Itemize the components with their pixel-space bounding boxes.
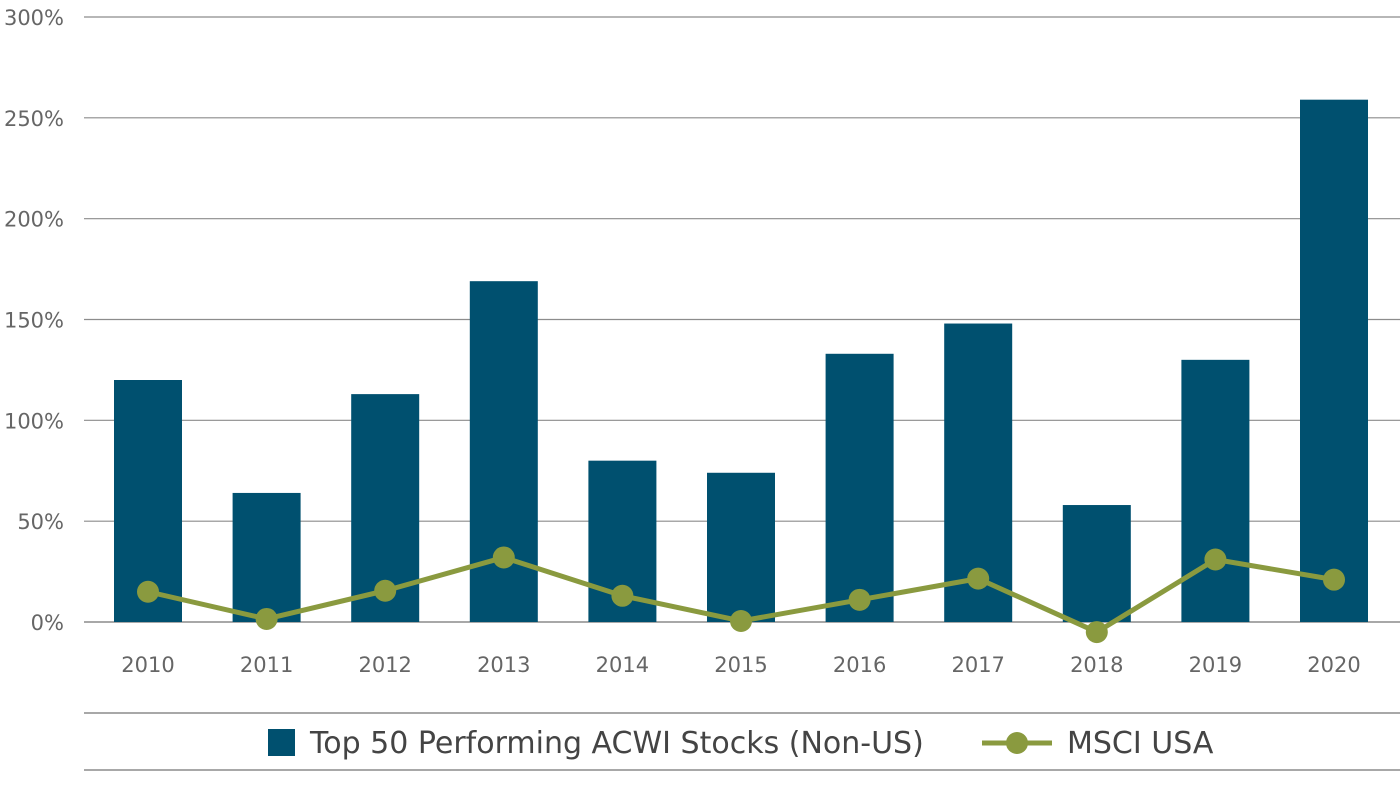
point-2017 [967,567,990,590]
x-tick-label: 2017 [951,653,1004,677]
x-tick-label: 2011 [240,653,293,677]
legend-label-bar-series: Top 50 Performing ACWI Stocks (Non-US) [309,726,924,761]
point-2011 [255,607,278,630]
bar-2018 [1062,505,1131,622]
x-tick-label: 2013 [477,653,530,677]
x-tick-label: 2016 [833,653,886,677]
point-2016 [848,588,871,611]
bar-2020 [1300,99,1368,622]
bar-2011 [232,492,301,622]
y-tick-label: 200% [4,208,64,232]
legend-label-line-series: MSCI USA [1067,726,1214,761]
bar-2013 [469,281,538,622]
point-2019 [1204,548,1227,571]
point-2020 [1323,568,1345,591]
x-axis-ticks: 2010 2011 2012 2013 2014 2015 2016 2017 2018 2019… [121,653,1360,677]
x-tick-label: 2019 [1189,653,1242,677]
legend: Top 50 Performing ACWI Stocks (Non-US) M… [84,712,1400,771]
point-2013 [492,546,515,569]
legend-line-marker [1006,732,1028,754]
point-2010 [137,580,159,603]
point-2014 [611,584,634,607]
y-tick-label: 150% [4,309,64,333]
x-tick-label: 2015 [714,653,767,677]
bar-series [114,99,1368,622]
y-tick-label: 250% [4,107,64,131]
y-axis-ticks: 300% 250% 200% 150% 100% 50% 0% [4,6,64,635]
x-tick-label: 2010 [121,653,174,677]
y-tick-label: 300% [4,6,64,30]
bar-2015 [707,472,775,622]
point-2018 [1085,621,1108,644]
line-series [137,546,1345,644]
x-tick-label: 2014 [596,653,649,677]
x-tick-label: 2018 [1070,653,1123,677]
x-tick-label: 2012 [358,653,411,677]
point-2015 [730,609,752,632]
legend-bar-swatch [268,729,295,756]
y-tick-label: 0% [31,611,64,635]
point-2012 [374,579,397,602]
y-tick-label: 50% [17,510,64,534]
bar-2016 [825,353,894,622]
x-tick-label: 2020 [1307,653,1360,677]
y-tick-label: 100% [4,409,64,433]
bar-2019 [1181,359,1250,622]
